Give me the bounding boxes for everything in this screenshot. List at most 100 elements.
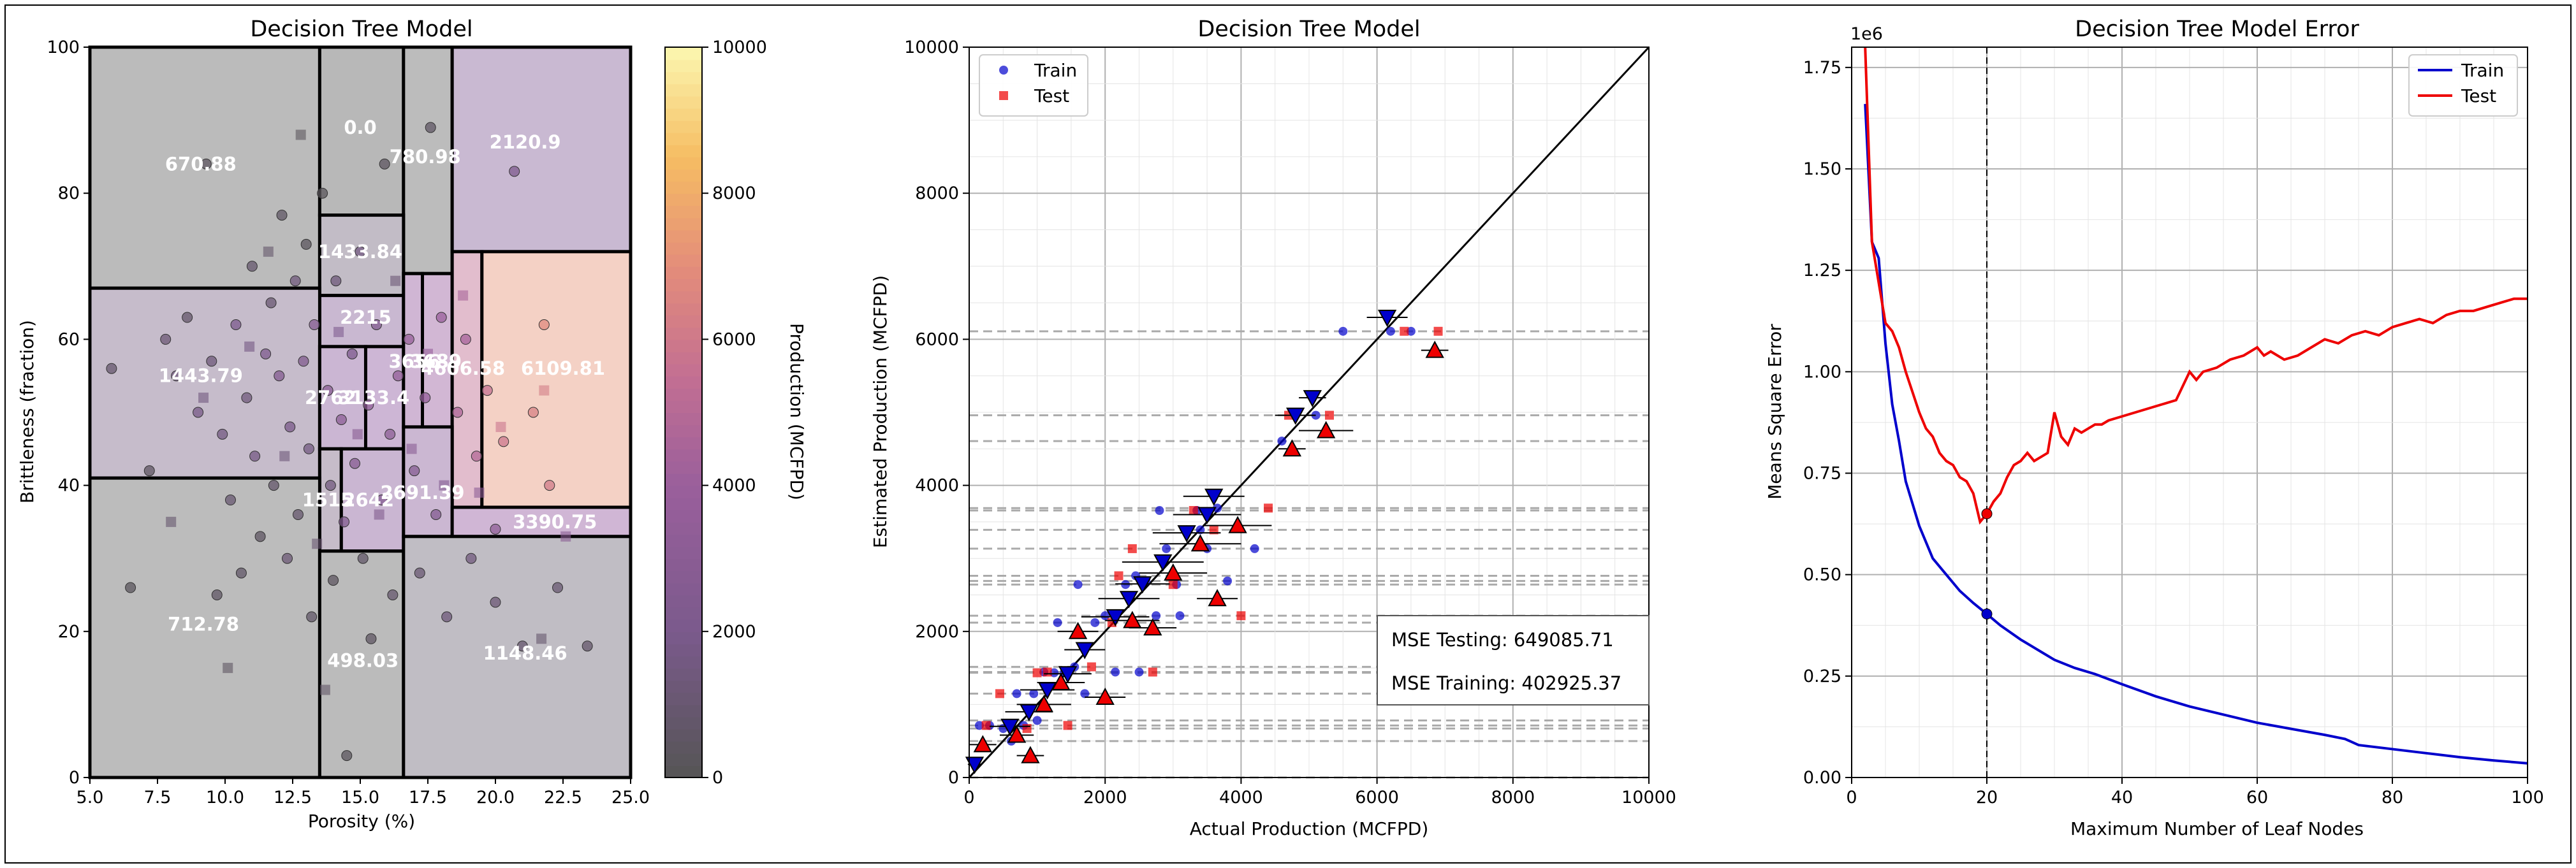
y-tick-label: 1.50 (1803, 159, 1841, 179)
train-point (330, 275, 342, 287)
test-point (406, 444, 417, 454)
y-tick-label: 80 (58, 184, 80, 203)
colorbar-segment (665, 303, 702, 316)
test-point (474, 488, 485, 498)
train-point (182, 312, 193, 323)
colorbar-tick-label: 0 (712, 768, 723, 788)
colorbar-segment (665, 412, 702, 426)
train-point (224, 495, 236, 506)
train-point (1111, 667, 1120, 677)
colorbar-tick-label: 2000 (712, 622, 756, 642)
train-point (384, 428, 396, 440)
colorbar-segment (665, 217, 702, 231)
leaf-value-label: 780.98 (390, 146, 461, 168)
x-tick-label: 20.0 (476, 788, 515, 807)
train-point (235, 567, 247, 579)
chart3-xlabel: Maximum Number of Leaf Nodes (2070, 818, 2364, 839)
legend-test-label: Test (1034, 85, 1069, 106)
train-point (481, 385, 493, 396)
test-mean-marker (1190, 534, 1210, 552)
colorbar-segment (665, 266, 702, 279)
leaf-value-label: 4606.58 (421, 358, 505, 379)
train-mean-marker (1153, 554, 1173, 572)
colorbar-segment (665, 546, 702, 560)
colorbar-segment (665, 668, 702, 681)
error-vs-leaf-nodes-chart: Decision Tree Model Error Maximum Number… (1764, 17, 2544, 839)
legend-train-label: Train (1034, 60, 1077, 81)
leaf-region (480, 250, 633, 509)
train-point (335, 414, 347, 425)
train-point (1080, 689, 1090, 698)
chart3-grid (1851, 47, 2528, 778)
train-point (265, 297, 277, 308)
test-point (166, 516, 177, 527)
train-point (441, 611, 453, 623)
test-point (458, 290, 469, 301)
train-point (363, 400, 374, 411)
test-mean-marker (1034, 695, 1053, 712)
colorbar-segment (665, 692, 702, 705)
y-tick-label: 0.00 (1803, 768, 1841, 788)
y-tick-label: 1.75 (1803, 58, 1841, 78)
colorbar-segment (665, 643, 702, 656)
train-mean-marker (1303, 390, 1322, 408)
chart2-title: Decision Tree Model (1197, 17, 1420, 42)
colorbar-segment (665, 144, 702, 157)
x-tick-label: 2000 (1083, 788, 1127, 807)
colorbar-segment (665, 132, 702, 145)
chart2-frame (969, 47, 1650, 778)
train-point (200, 158, 212, 170)
train-point (1213, 503, 1222, 513)
colorbar-segment (665, 570, 702, 584)
train-point (106, 363, 117, 374)
train-point (341, 750, 353, 762)
colorbar-segment (665, 461, 702, 474)
chart2-xlabel: Actual Production (MCFPD) (1190, 818, 1429, 839)
colorbar-segment (665, 741, 702, 754)
colorbar-segment (665, 339, 702, 352)
mse-annotation: MSE Testing: 649085.71 MSE Training: 402… (1377, 615, 1650, 705)
y-tick-label: 0.75 (1803, 464, 1841, 484)
train-point (217, 428, 228, 440)
chart3-frame (1851, 47, 2528, 778)
train-point (1338, 326, 1348, 336)
train-point (298, 356, 309, 367)
colorbar-segment (665, 83, 702, 97)
test-point (333, 326, 344, 337)
mse-training-text: MSE Training: 402925.37 (1391, 672, 1621, 694)
train-point (1090, 618, 1100, 627)
train-point (268, 480, 279, 491)
test-mean-marker (1164, 563, 1183, 581)
colorbar-segment (665, 521, 702, 535)
train-point (379, 158, 390, 170)
test-optimum-marker (1981, 508, 1993, 519)
test-point (1236, 611, 1246, 621)
train-mean-marker (1177, 525, 1196, 543)
test-point (390, 275, 401, 286)
train-point (125, 582, 136, 593)
train-point (409, 465, 420, 477)
leaf-value-label: 1433.84 (318, 241, 402, 263)
train-mean-marker (1204, 488, 1224, 506)
colorbar-segment (665, 631, 702, 644)
test-mean-marker (1068, 621, 1088, 639)
train-point (452, 407, 464, 418)
y-tick-label: 6000 (915, 329, 959, 349)
train-point (509, 166, 520, 177)
colorbar-segment (665, 375, 702, 389)
colorbar-segment (665, 156, 702, 170)
chart3-data (1864, 47, 2528, 778)
train-mean-marker (1197, 507, 1217, 524)
test-mean-marker (1021, 746, 1040, 763)
colorbar-segment (665, 595, 702, 608)
x-tick-label: 80 (2382, 788, 2403, 807)
leaf-value-label: 2120.9 (490, 131, 561, 153)
chart3-legend: Train Test (2408, 54, 2518, 117)
train-point (420, 392, 431, 403)
colorbar-segment (665, 291, 702, 304)
train-point (435, 312, 447, 323)
colorbar-segment (665, 278, 702, 291)
legend-train-marker (999, 66, 1008, 75)
test-point (279, 451, 290, 461)
leaf-value-label: 3656 (388, 351, 440, 372)
